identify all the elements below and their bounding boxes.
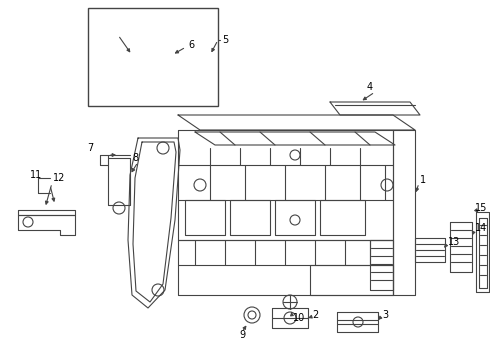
Bar [88,8,218,106]
Text: 5: 5 [222,35,228,45]
Text: 3: 3 [382,310,388,320]
Text: 1: 1 [420,175,426,185]
Text: 15: 15 [475,203,488,213]
Text: 7: 7 [87,143,93,153]
Text: 8: 8 [132,153,138,163]
Text: 9: 9 [239,330,245,340]
Text: 10: 10 [293,313,305,323]
Text: 6: 6 [188,40,194,50]
Text: 14: 14 [475,223,487,233]
Text: 13: 13 [448,237,460,247]
Text: 2: 2 [312,310,318,320]
Text: 11: 11 [30,170,42,180]
Text: 4: 4 [367,82,373,92]
Text: 12: 12 [53,173,65,183]
